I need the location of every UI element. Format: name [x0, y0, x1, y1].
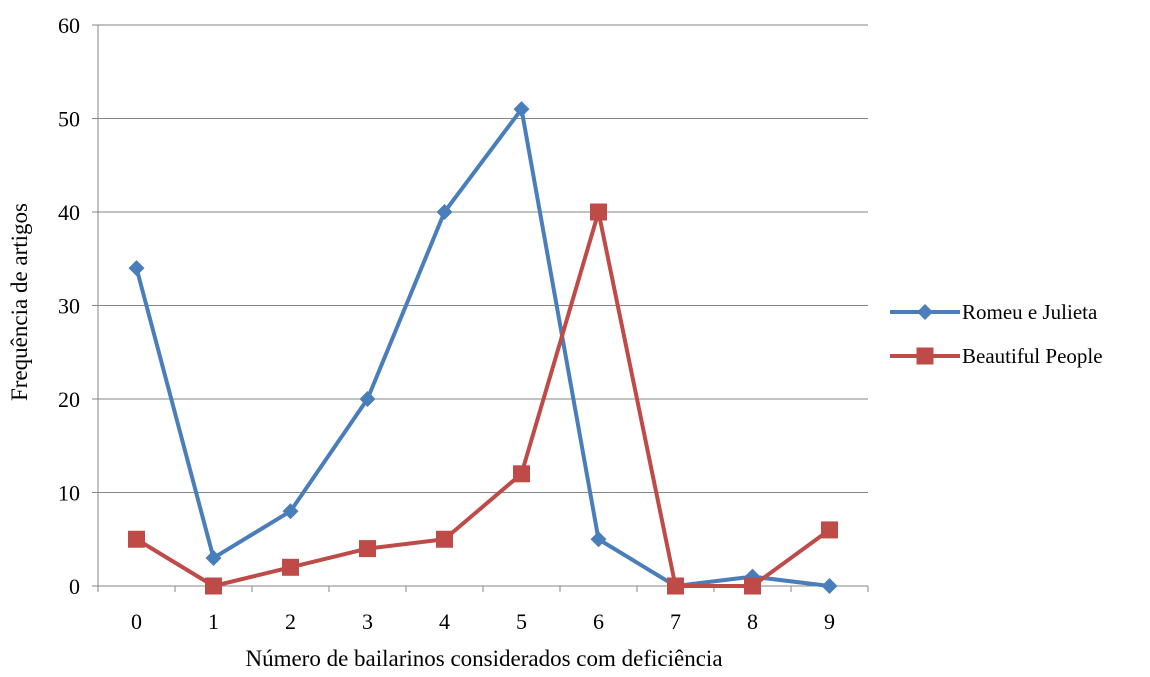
- x-axis-title: Número de bailarinos considerados com de…: [245, 646, 722, 671]
- gridlines: [98, 24, 868, 493]
- data-point: [359, 540, 376, 558]
- legend-label: Beautiful People: [962, 344, 1103, 368]
- legend-entry: Romeu e Julieta: [890, 300, 1098, 324]
- series-line: [134, 210, 832, 588]
- data-point: [590, 531, 607, 548]
- series-romeu-e-julieta: [128, 101, 838, 594]
- data-point: [436, 204, 453, 220]
- legend-label: Romeu e Julieta: [962, 300, 1098, 324]
- data-point: [667, 577, 684, 595]
- series-layer: [128, 101, 838, 595]
- series-line: [134, 107, 832, 588]
- y-axis-title: Frequência de artigos: [7, 203, 32, 401]
- data-point: [282, 558, 299, 576]
- series-beautiful-people: [128, 203, 838, 595]
- tick-labels: 0 10 20 30 40 50 60 0 1 2 3 4 5 6 7 8 9: [58, 13, 835, 634]
- x-tick-label: 4: [439, 609, 450, 634]
- y-tick-label: 40: [58, 200, 80, 225]
- data-point: [590, 203, 607, 221]
- y-tick-label: 60: [58, 13, 80, 38]
- data-point: [513, 465, 530, 483]
- y-tick-label: 10: [58, 481, 80, 506]
- data-point: [205, 549, 222, 566]
- data-point: [821, 578, 838, 594]
- x-tick-label: 1: [208, 609, 219, 634]
- data-point: [821, 521, 838, 539]
- x-tick-label: 9: [824, 609, 835, 634]
- y-tick-label: 20: [58, 387, 80, 412]
- data-point: [128, 530, 145, 548]
- x-tick-label: 0: [131, 609, 142, 634]
- legend-marker: [917, 304, 933, 320]
- y-tick-label: 50: [58, 107, 80, 132]
- x-tick-label: 5: [516, 609, 527, 634]
- data-point: [205, 577, 222, 595]
- legend-marker: [916, 347, 934, 365]
- legend: Romeu e Julieta Beautiful People: [890, 300, 1103, 368]
- data-point: [359, 391, 376, 407]
- x-tick-label: 6: [593, 609, 604, 634]
- data-point: [128, 260, 145, 277]
- data-point: [744, 577, 761, 595]
- x-tick-label: 2: [285, 609, 296, 634]
- x-tick-label: 3: [362, 609, 373, 634]
- legend-entry: Beautiful People: [890, 344, 1103, 368]
- y-tick-label: 30: [58, 294, 80, 319]
- y-tick-label: 0: [69, 574, 80, 599]
- x-tick-label: 7: [670, 609, 681, 634]
- data-point: [282, 503, 299, 520]
- x-tick-label: 8: [747, 609, 758, 634]
- data-point: [513, 101, 530, 118]
- data-point: [436, 530, 453, 548]
